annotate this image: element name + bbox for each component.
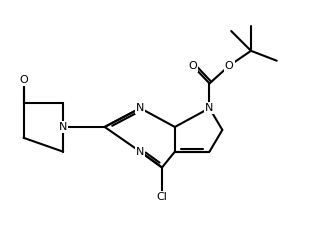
Text: Cl: Cl <box>156 192 168 202</box>
Text: N: N <box>59 122 67 132</box>
Text: N: N <box>205 103 214 113</box>
Text: O: O <box>225 61 234 71</box>
Text: O: O <box>188 61 197 71</box>
Text: N: N <box>136 103 144 113</box>
Text: O: O <box>19 76 28 86</box>
Text: N: N <box>136 147 144 157</box>
